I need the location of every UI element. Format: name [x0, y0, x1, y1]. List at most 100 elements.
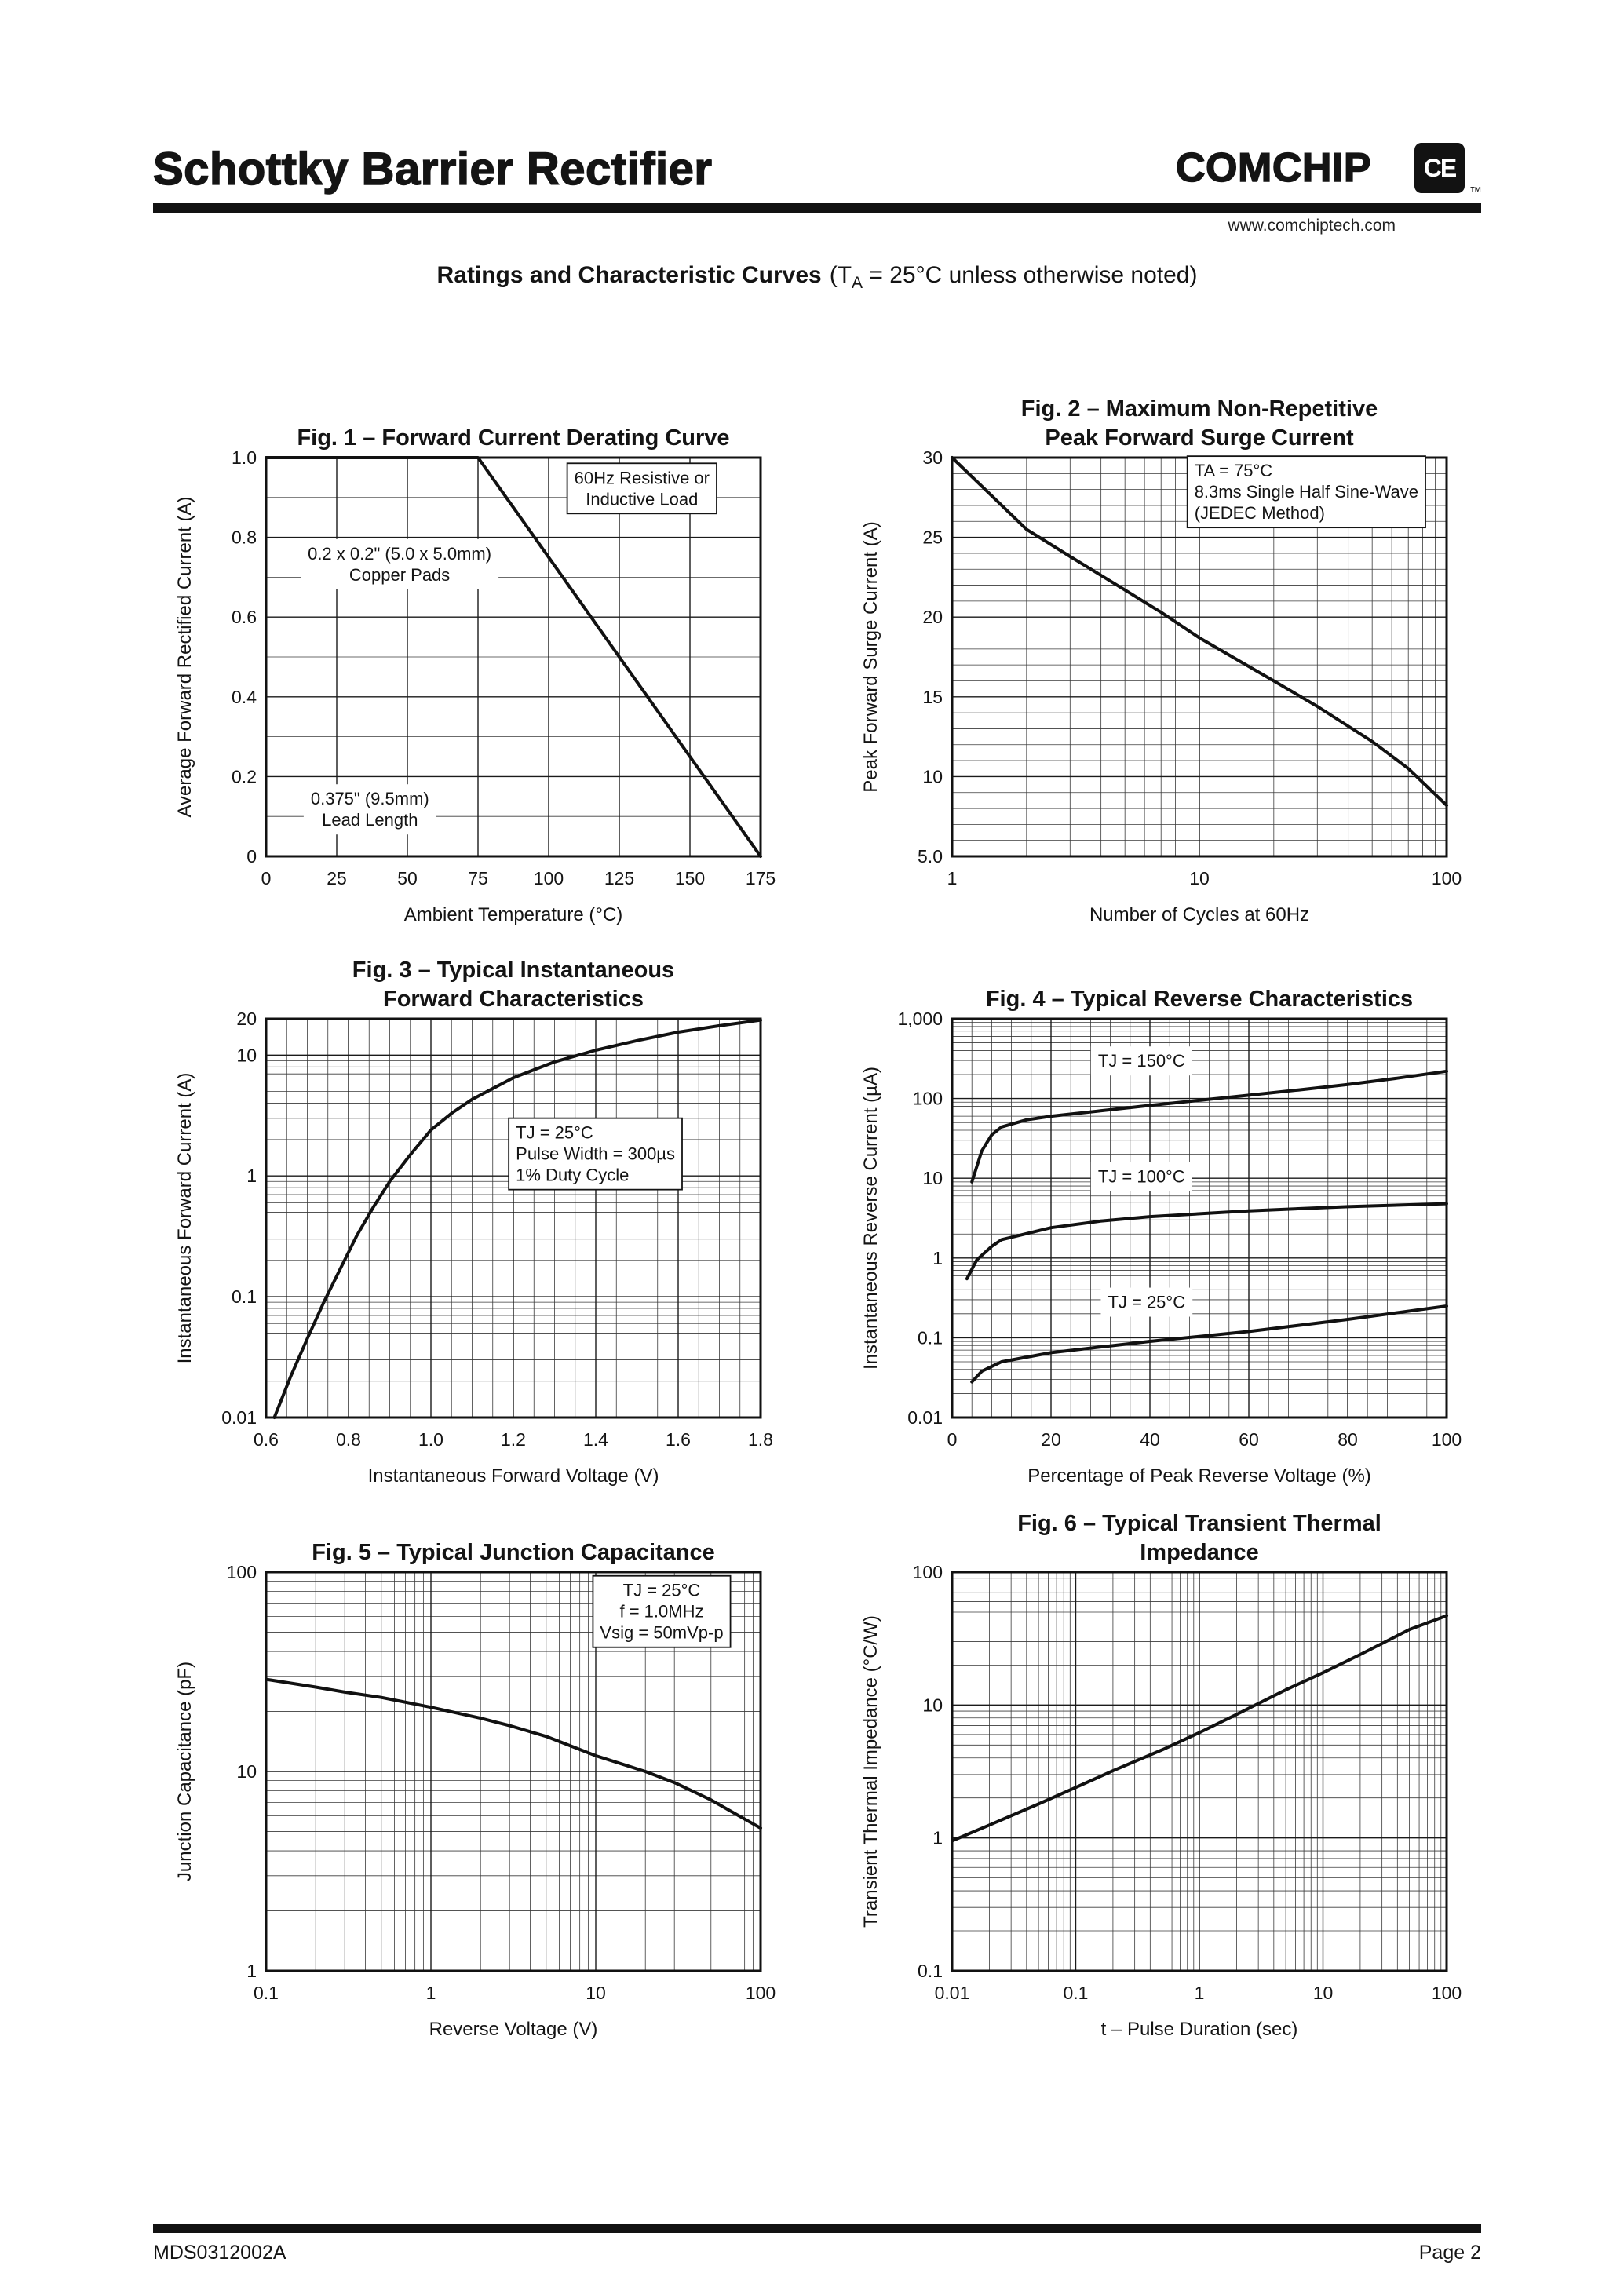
svg-text:Peak Forward Surge Current (A): Peak Forward Surge Current (A): [860, 521, 881, 792]
svg-text:0.1: 0.1: [254, 1983, 279, 2003]
svg-text:100: 100: [227, 1562, 257, 1582]
svg-text:1.2: 1.2: [501, 1429, 526, 1450]
svg-text:Average Forward Rectified Curr: Average Forward Rectified Current (A): [174, 496, 195, 817]
svg-text:150: 150: [675, 868, 705, 888]
svg-text:100: 100: [1432, 1429, 1462, 1450]
svg-text:0: 0: [947, 1429, 958, 1450]
svg-text:(JEDEC Method): (JEDEC Method): [1195, 503, 1325, 523]
svg-text:100: 100: [746, 1983, 776, 2003]
svg-text:100: 100: [1432, 868, 1462, 888]
svg-text:1: 1: [1195, 1983, 1205, 2003]
svg-text:Inductive Load: Inductive Load: [586, 489, 698, 509]
figure-2-peak-forward-surge-current: Fig. 2 – Maximum Non-Repetitive Peak Forw…: [841, 387, 1500, 944]
svg-text:0: 0: [261, 868, 272, 888]
svg-text:0.01: 0.01: [935, 1983, 970, 2003]
figure-3-forward-characteristics: Fig. 3 – Typical Instantaneous Forward Ch…: [155, 948, 814, 1505]
svg-text:1,000: 1,000: [897, 1009, 943, 1029]
svg-text:0.8: 0.8: [232, 527, 257, 548]
svg-text:20: 20: [1041, 1429, 1061, 1450]
svg-text:Number of Cycles at 60Hz: Number of Cycles at 60Hz: [1089, 904, 1309, 925]
logo-mark-text: CE: [1423, 153, 1457, 182]
fig1-svg: 0 25 50 75 100 125 150 175 0 0.2 0.4 0.6 0.8 1.0 Ambie…: [174, 447, 776, 925]
svg-text:0.2: 0.2: [232, 766, 257, 786]
svg-text:10: 10: [922, 1695, 943, 1715]
fig2-svg: 1 10 100 5.0 10 15 20 25 30 Number of Cycles at 6…: [860, 447, 1462, 925]
svg-text:Instantaneous Forward Voltage: Instantaneous Forward Voltage (V): [368, 1465, 659, 1487]
figure-4-plot: 0 20 40 60 80 100 1,000 100 10 1 0.1 0.01 Percentage…: [841, 948, 1500, 1505]
svg-text:0.4: 0.4: [232, 687, 257, 707]
page-number: Page 2: [1418, 2242, 1481, 2264]
svg-text:1: 1: [246, 1961, 257, 1981]
fig4-svg: 0 20 40 60 80 100 1,000 100 10 1 0.1 0.01 Percentage…: [860, 1009, 1462, 1487]
svg-text:0.375" (9.5mm): 0.375" (9.5mm): [311, 789, 429, 808]
figure-2-plot: 1 10 100 5.0 10 15 20 25 30 Number of Cycles at 6…: [841, 387, 1500, 944]
svg-text:10: 10: [1189, 868, 1210, 888]
svg-text:TJ = 25°C: TJ = 25°C: [516, 1123, 593, 1143]
svg-text:20: 20: [922, 607, 943, 627]
figure-6-title: Fig. 6 – Typical Transient Thermal Impeda…: [1017, 1511, 1381, 1565]
svg-text:175: 175: [746, 868, 776, 888]
svg-text:8.3ms Single Half Sine-Wave: 8.3ms Single Half Sine-Wave: [1195, 482, 1418, 502]
svg-text:TJ = 25°C: TJ = 25°C: [1108, 1293, 1185, 1312]
svg-text:1.4: 1.4: [583, 1429, 608, 1450]
svg-text:1.0: 1.0: [232, 447, 257, 468]
svg-text:10: 10: [236, 1761, 257, 1782]
figure-6-plot: 0.01 0.1 1 10 100 100 10 1 0.1 t – Pulse Duration…: [841, 1501, 1500, 2059]
svg-text:0.2 x 0.2" (5.0 x 5.0mm): 0.2 x 0.2" (5.0 x 5.0mm): [308, 544, 491, 564]
svg-text:80: 80: [1338, 1429, 1358, 1450]
subtitle-heading: Ratings and Characteristic Curves: [436, 262, 822, 288]
svg-text:Ambient Temperature (°C): Ambient Temperature (°C): [404, 904, 623, 925]
svg-text:75: 75: [468, 868, 488, 888]
brand-name: COMCHIP: [1175, 144, 1372, 192]
figure-1-forward-current-derating: Fig. 1 – Forward Current Derating Curve …: [155, 387, 814, 944]
svg-text:1: 1: [932, 1828, 943, 1848]
svg-text:Percentage of Peak Reverse Vol: Percentage of Peak Reverse Voltage (%): [1027, 1465, 1371, 1487]
svg-text:50: 50: [397, 868, 418, 888]
svg-text:Reverse Voltage (V): Reverse Voltage (V): [429, 2019, 598, 2040]
figure-5-plot: 0.1 1 10 100 100 10 1 Reverse Voltage (V) Juncti…: [155, 1501, 814, 2059]
trademark-icon: ™: [1469, 185, 1482, 199]
svg-text:0.6: 0.6: [232, 607, 257, 627]
svg-text:30: 30: [922, 447, 943, 468]
figure-6-transient-thermal-impedance: Fig. 6 – Typical Transient Thermal Impeda…: [841, 1501, 1500, 2059]
page-subtitle: Ratings and Characteristic Curves (TA = 2…: [153, 262, 1481, 293]
svg-text:0.01: 0.01: [221, 1407, 257, 1428]
svg-text:40: 40: [1140, 1429, 1160, 1450]
svg-text:15: 15: [922, 687, 943, 707]
svg-text:Copper Pads: Copper Pads: [349, 565, 450, 585]
svg-text:Instantaneous Reverse Current: Instantaneous Reverse Current (µA): [860, 1067, 881, 1370]
svg-text:Pulse Width = 300µs: Pulse Width = 300µs: [516, 1144, 675, 1164]
subtitle-condition: (TA = 25°C unless otherwise noted): [829, 262, 1198, 292]
figure-1-plot: 0 25 50 75 100 125 150 175 0 0.2 0.4 0.6 0.8 1.0 Ambie…: [155, 387, 814, 944]
svg-text:Junction Capacitance (pF): Junction Capacitance (pF): [174, 1662, 195, 1881]
document-title: Schottky Barrier Rectifier: [152, 143, 713, 195]
svg-text:60Hz Resistive or: 60Hz Resistive or: [575, 468, 710, 487]
svg-text:TJ = 150°C: TJ = 150°C: [1098, 1051, 1185, 1071]
svg-text:100: 100: [913, 1562, 943, 1582]
svg-text:100: 100: [913, 1089, 943, 1109]
comchip-logo-icon: CE: [1414, 143, 1465, 193]
svg-text:0.8: 0.8: [336, 1429, 361, 1450]
svg-text:0.01: 0.01: [907, 1407, 943, 1428]
svg-text:Lead Length: Lead Length: [322, 810, 418, 830]
header-divider-bar: [153, 202, 1481, 213]
figure-5-title: Fig. 5 – Typical Junction Capacitance: [312, 1540, 715, 1565]
document-number: MDS0312002A: [153, 2242, 286, 2264]
footer-divider-bar: [153, 2224, 1481, 2233]
svg-text:0: 0: [246, 846, 257, 867]
figure-3-plot: 0.6 0.8 1.0 1.2 1.4 1.6 1.8 20 10 1 0.1 0.01 Instant…: [155, 948, 814, 1505]
svg-text:Vsig = 50mVp-p: Vsig = 50mVp-p: [600, 1623, 723, 1643]
svg-text:1.8: 1.8: [748, 1429, 773, 1450]
svg-text:10: 10: [922, 1168, 943, 1188]
svg-text:1% Duty Cycle: 1% Duty Cycle: [516, 1166, 629, 1185]
svg-text:20: 20: [236, 1009, 257, 1029]
figure-1-title: Fig. 1 – Forward Current Derating Curve: [297, 425, 730, 451]
svg-text:0.1: 0.1: [1064, 1983, 1089, 2003]
svg-text:TJ = 25°C: TJ = 25°C: [623, 1581, 701, 1600]
svg-text:100: 100: [1432, 1983, 1462, 2003]
svg-text:TA = 75°C: TA = 75°C: [1195, 461, 1273, 480]
svg-text:1.6: 1.6: [666, 1429, 691, 1450]
svg-text:0.1: 0.1: [918, 1327, 943, 1348]
svg-text:25: 25: [327, 868, 347, 888]
